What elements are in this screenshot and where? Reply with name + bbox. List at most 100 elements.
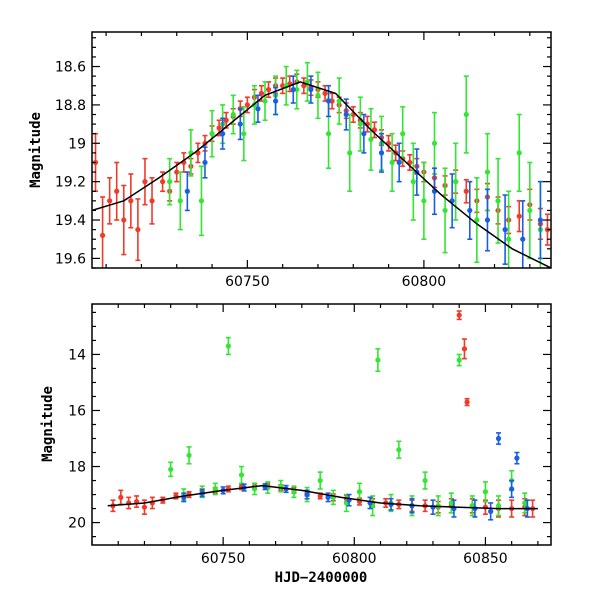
bottom-green-point xyxy=(225,343,231,349)
top-blue-point xyxy=(325,98,332,104)
top-red-point xyxy=(301,83,307,89)
bottom-y-tick-label: 16 xyxy=(68,403,86,419)
top-model-curve xyxy=(92,81,551,268)
top-blue-point xyxy=(343,111,349,118)
top-panel: 60750 60800 18.6 18.8 19 19.2 19.4 19.6 xyxy=(55,31,552,290)
top-red-point xyxy=(121,217,127,223)
top-red-point xyxy=(149,198,155,204)
bottom-series-blue xyxy=(181,432,530,521)
bottom-green-point xyxy=(252,486,258,492)
top-red-point xyxy=(142,179,148,185)
top-y-tick-label: 19.6 xyxy=(55,251,86,267)
bottom-panel: 60750 60800 60850 14 16 18 20 xyxy=(68,303,552,567)
top-green-point xyxy=(315,92,321,98)
top-green-point xyxy=(357,121,363,127)
top-red-point xyxy=(265,86,272,93)
bottom-green-point xyxy=(375,357,381,363)
top-y-tick-label: 19.2 xyxy=(55,175,86,191)
top-red-point xyxy=(99,232,106,238)
top-green-point xyxy=(209,131,215,137)
top-green-point xyxy=(506,236,512,242)
top-green-point xyxy=(442,207,448,214)
top-blue-point xyxy=(237,121,243,127)
top-red-point xyxy=(128,198,134,204)
top-green-point xyxy=(495,198,501,204)
bottom-green-point xyxy=(238,472,245,478)
top-series-blue xyxy=(184,75,544,268)
bottom-green-point xyxy=(317,477,323,484)
top-blue-point xyxy=(202,159,208,166)
top-green-point xyxy=(431,140,438,146)
top-green-point xyxy=(347,150,353,156)
bottom-series-red xyxy=(110,310,536,518)
bottom-x-tick-label: 60800 xyxy=(332,551,377,567)
bottom-blue-point xyxy=(514,455,520,461)
top-red-point xyxy=(135,227,141,233)
top-blue-point xyxy=(378,150,385,156)
bottom-green-point xyxy=(396,447,402,453)
bottom-x-tick-label: 60750 xyxy=(201,551,246,567)
top-green-point xyxy=(167,179,173,185)
bottom-y-tick-label: 18 xyxy=(68,460,86,476)
bottom-green-point xyxy=(422,477,428,484)
bottom-red-point xyxy=(482,504,489,510)
top-red-point xyxy=(216,125,222,131)
top-blue-point xyxy=(184,188,190,194)
bottom-red-point xyxy=(141,504,148,510)
bottom-green-point xyxy=(495,503,502,509)
bottom-red-point xyxy=(461,346,468,352)
top-blue-point xyxy=(273,98,279,104)
top-blue-point xyxy=(396,159,402,166)
top-blue-point xyxy=(484,217,491,223)
top-blue-point xyxy=(255,106,261,112)
top-green-point xyxy=(421,198,427,204)
top-series-red xyxy=(92,73,551,268)
bottom-green-point xyxy=(291,489,297,495)
top-green-point xyxy=(484,169,491,175)
bottom-y-tick-label: 14 xyxy=(68,347,86,363)
bottom-green-point xyxy=(482,489,489,495)
top-green-point xyxy=(230,111,236,118)
top-x-tick-label: 60750 xyxy=(225,274,270,290)
top-green-point xyxy=(410,179,416,185)
bottom-red-point xyxy=(456,312,462,318)
bottom-blue-point xyxy=(325,494,331,500)
top-y-axis-label: Magnitude xyxy=(28,112,44,188)
top-green-point xyxy=(177,198,183,204)
top-green-point xyxy=(368,136,374,143)
top-green-point xyxy=(527,207,533,214)
top-green-point xyxy=(198,198,205,204)
bottom-green-point xyxy=(522,500,528,506)
top-blue-point xyxy=(467,207,473,214)
bottom-green-point xyxy=(456,357,462,363)
top-y-tick-label: 19.4 xyxy=(55,213,86,229)
bottom-blue-point xyxy=(304,491,310,498)
bottom-blue-point xyxy=(488,508,494,514)
top-red-point xyxy=(114,188,120,194)
top-green-point xyxy=(389,159,395,166)
top-red-point xyxy=(174,169,180,175)
top-y-tick-label: 19 xyxy=(68,136,86,152)
top-green-point xyxy=(474,217,480,223)
top-blue-point xyxy=(537,217,544,223)
bottom-y-tick-label: 20 xyxy=(68,516,86,532)
bottom-x-tick-label: 60850 xyxy=(463,551,508,567)
top-green-point xyxy=(516,150,522,156)
top-green-point xyxy=(241,131,247,137)
top-frame xyxy=(91,31,552,269)
top-blue-point xyxy=(308,86,314,93)
top-red-point xyxy=(160,179,166,185)
top-green-point xyxy=(463,111,469,118)
bottom-green-point xyxy=(212,486,218,492)
bottom-blue-point xyxy=(509,486,515,492)
bottom-frame xyxy=(91,303,552,546)
top-plot-area xyxy=(92,61,551,268)
top-series-green xyxy=(167,61,544,268)
bottom-x-axis-label: HJD−2400000 xyxy=(275,570,368,586)
top-red-point xyxy=(322,90,328,96)
bottom-y-axis-label: Magnitude xyxy=(40,386,56,462)
top-x-tick-label: 60800 xyxy=(402,274,447,290)
top-green-point xyxy=(262,98,268,104)
bottom-blue-point xyxy=(495,435,502,442)
